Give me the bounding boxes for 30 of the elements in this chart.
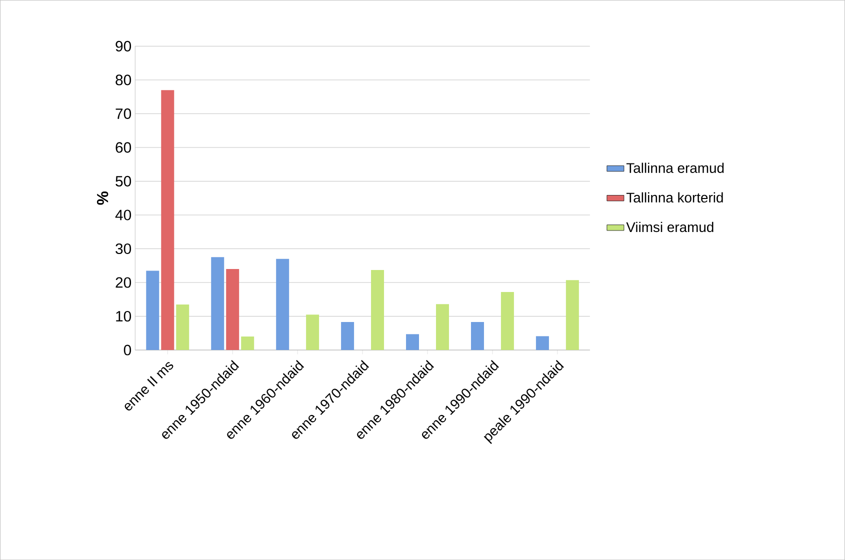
y-axis-title: %: [96, 191, 108, 205]
bar: [566, 280, 579, 350]
bar: [146, 270, 160, 350]
bar: [276, 258, 290, 350]
bar: [211, 257, 224, 350]
bar: [341, 322, 354, 350]
bar: [306, 314, 320, 350]
legend-label: Tallinna korterid: [626, 192, 723, 202]
bar: [406, 334, 420, 350]
bar: [371, 270, 384, 350]
bar: [161, 90, 174, 350]
y-tick-label: 0: [124, 344, 132, 356]
bar: [241, 336, 254, 350]
bar: [176, 304, 190, 350]
bar: [436, 304, 449, 350]
y-tick-label: 90: [116, 40, 132, 52]
y-tick-label: 20: [116, 277, 132, 288]
legend-label: Tallinna eramud: [626, 162, 724, 173]
bar: [470, 322, 484, 350]
bar: [536, 336, 549, 350]
y-tick-label: 40: [115, 210, 132, 220]
y-tick-label: 70: [116, 108, 132, 119]
bar: [500, 292, 514, 350]
y-tick-label: 30: [116, 243, 132, 254]
legend-label: Viimsi eramud: [626, 222, 714, 232]
y-tick-label: 60: [116, 142, 132, 153]
bar: [226, 268, 240, 350]
y-tick-label: 10: [116, 310, 132, 322]
y-tick-label: 50: [116, 176, 132, 186]
y-tick-label: 80: [116, 74, 132, 86]
